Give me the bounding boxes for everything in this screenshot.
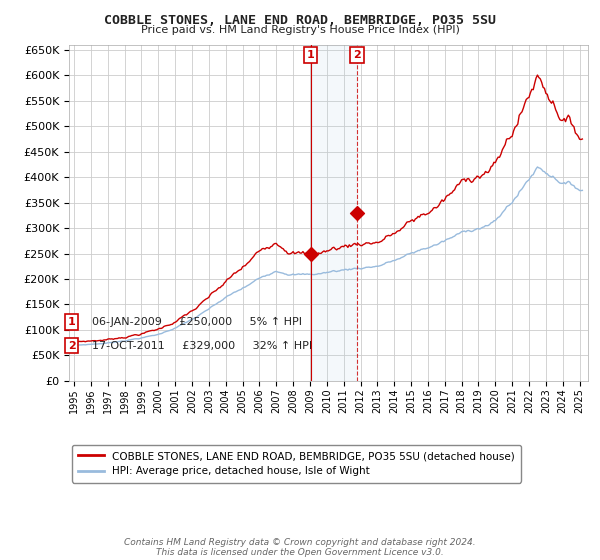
Text: Contains HM Land Registry data © Crown copyright and database right 2024.
This d: Contains HM Land Registry data © Crown c… <box>124 538 476 557</box>
Text: 17-OCT-2011     £329,000     32% ↑ HPI: 17-OCT-2011 £329,000 32% ↑ HPI <box>85 340 311 351</box>
Text: 2: 2 <box>353 50 361 60</box>
Legend: COBBLE STONES, LANE END ROAD, BEMBRIDGE, PO35 5SU (detached house), HPI: Average: COBBLE STONES, LANE END ROAD, BEMBRIDGE,… <box>71 445 521 483</box>
Point <box>306 249 316 258</box>
Text: 1: 1 <box>307 50 314 60</box>
Text: COBBLE STONES, LANE END ROAD, BEMBRIDGE, PO35 5SU: COBBLE STONES, LANE END ROAD, BEMBRIDGE,… <box>104 14 496 27</box>
Text: 06-JAN-2009     £250,000     5% ↑ HPI: 06-JAN-2009 £250,000 5% ↑ HPI <box>85 317 302 327</box>
Text: 1: 1 <box>68 317 76 327</box>
Text: 2: 2 <box>68 340 76 351</box>
Bar <box>311 45 357 381</box>
Text: Price paid vs. HM Land Registry's House Price Index (HPI): Price paid vs. HM Land Registry's House … <box>140 25 460 35</box>
Point <box>352 209 362 218</box>
